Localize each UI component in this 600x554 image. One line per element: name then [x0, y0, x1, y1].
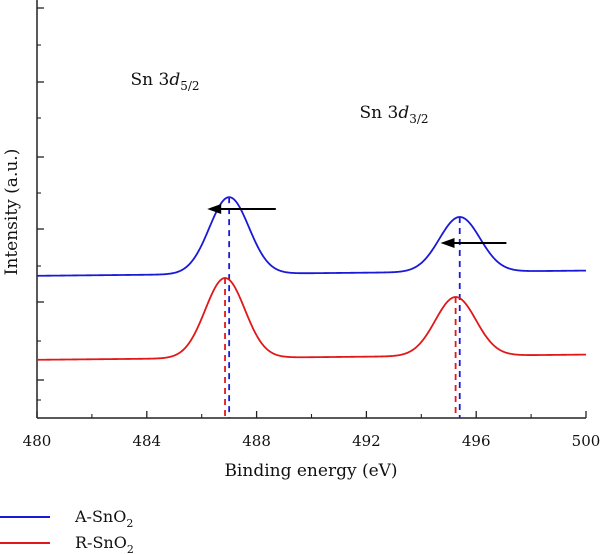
peak-annotations: Sn 3d5/2 Sn 3d3/2: [130, 70, 428, 126]
y-axis-title: Intensity (a.u.): [2, 149, 22, 276]
reference-lines: [224, 197, 461, 418]
legend-item: A-SnO2: [0, 507, 133, 530]
series-lines: [36, 196, 587, 361]
x-tick-label: 500: [572, 432, 600, 450]
legend-item: R-SnO2: [0, 533, 134, 554]
x-tick-label: 484: [132, 432, 161, 450]
x-tick-label: 480: [23, 432, 52, 450]
x-axis-ticks: 480 484 488 492 496 500: [23, 411, 600, 450]
series-line-r-sno2: [36, 277, 587, 361]
peak-label: Sn 3d3/2: [359, 103, 428, 126]
peak-label: Sn 3d5/2: [130, 70, 199, 93]
legend-label: R-SnO2: [75, 533, 134, 554]
shift-arrow: [207, 204, 276, 214]
x-axis-title: Binding energy (eV): [224, 461, 397, 481]
shift-arrows: [207, 204, 507, 248]
shift-arrow: [440, 238, 507, 248]
x-tick-label: 488: [242, 432, 271, 450]
x-tick-label: 496: [462, 432, 491, 450]
y-axis-ticks: [37, 7, 44, 401]
plot-frame: [36, 0, 586, 419]
series-line-a-sno2: [36, 196, 587, 277]
x-tick-label: 492: [352, 432, 381, 450]
legend: A-SnO2 R-SnO2: [0, 507, 134, 554]
legend-label: A-SnO2: [74, 507, 133, 530]
